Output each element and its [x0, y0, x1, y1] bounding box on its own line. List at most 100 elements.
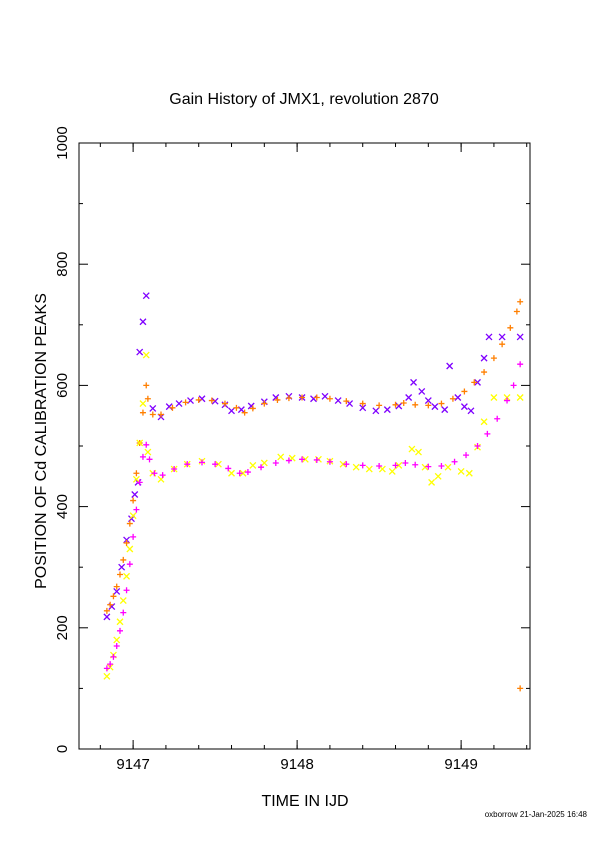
data-point [110, 653, 117, 660]
data-point [258, 464, 265, 471]
data-point [402, 459, 409, 466]
y-tick-label: 1000 [54, 126, 71, 159]
data-point [467, 407, 475, 415]
data-point [438, 462, 445, 469]
data-point [221, 400, 228, 407]
data-point [244, 469, 251, 476]
data-point [143, 441, 150, 448]
data-point [239, 469, 247, 477]
data-point [378, 465, 386, 473]
data-point [400, 399, 407, 406]
data-point [499, 341, 506, 348]
data-point [149, 404, 157, 412]
data-point [117, 571, 123, 578]
data-point [299, 394, 306, 401]
data-point [494, 415, 501, 422]
y-tick-label: 400 [54, 494, 71, 519]
data-point [165, 403, 173, 411]
data-point [326, 458, 333, 465]
x-axis-label: TIME IN IJD [261, 793, 348, 810]
y-axis-label: POSITION OF Cd CALIBRATION PEAKS [33, 293, 50, 589]
data-point [241, 409, 248, 416]
data-point [517, 685, 524, 692]
data-point [110, 593, 117, 600]
data-point [169, 404, 176, 411]
data-point [139, 400, 147, 408]
data-point [510, 382, 517, 389]
data-point [117, 627, 123, 634]
data-point [438, 400, 445, 407]
data-point [126, 561, 133, 568]
y-tick-labels: 0 200 400 600 800 1000 [54, 126, 71, 753]
series-2 [103, 298, 524, 692]
data-point [249, 461, 257, 469]
data-point [359, 404, 367, 412]
data-point [136, 348, 144, 356]
data-point [285, 457, 292, 464]
data-point [199, 459, 205, 466]
data-point [285, 395, 292, 402]
data-point [418, 388, 426, 395]
data-point [236, 470, 243, 477]
data-point [313, 456, 320, 463]
data-point [460, 403, 468, 411]
data-point [424, 397, 432, 405]
data-point [158, 411, 164, 418]
data-point [120, 556, 127, 563]
data-point [212, 461, 219, 468]
data-point [274, 396, 281, 403]
data-point [449, 395, 456, 402]
data-point [139, 318, 147, 326]
data-point [119, 597, 127, 604]
x-tick-label: 9148 [280, 756, 313, 773]
data-point [133, 470, 140, 477]
data-point [113, 587, 121, 595]
data-point [339, 460, 347, 468]
data-point [454, 394, 462, 401]
data-point [214, 460, 222, 468]
data-point [151, 470, 158, 477]
data-point [471, 379, 478, 386]
data-point [388, 467, 396, 475]
data-point [451, 458, 458, 465]
data-point [260, 459, 268, 467]
data-point [326, 395, 333, 402]
data-point [184, 461, 191, 468]
footer-timestamp: oxborrow 21-Jan-2025 16:48 [485, 810, 588, 819]
data-point [211, 397, 219, 405]
data-marks [103, 292, 524, 692]
x-tick-label: 9147 [116, 756, 149, 773]
data-point [474, 378, 481, 386]
data-point [446, 362, 454, 370]
data-point [310, 395, 317, 403]
data-point [103, 665, 110, 672]
data-point [123, 572, 131, 580]
data-point [139, 453, 146, 460]
data-point [130, 497, 137, 504]
data-point [372, 407, 380, 415]
data-point [365, 465, 373, 473]
data-point [480, 418, 488, 426]
data-point [376, 402, 383, 409]
data-point [516, 394, 524, 401]
data-point [517, 298, 524, 305]
data-point [301, 455, 309, 463]
data-point [113, 642, 120, 649]
data-point [182, 399, 189, 406]
data-point [428, 478, 436, 486]
data-point [175, 400, 183, 408]
data-point [228, 469, 235, 477]
data-point [107, 661, 114, 668]
series-3 [103, 351, 524, 680]
data-point [444, 463, 452, 471]
data-point [481, 369, 488, 376]
data-point [485, 333, 493, 341]
chart-title: Gain History of JMX1, revolution 2870 [169, 91, 439, 108]
data-point [352, 463, 360, 471]
data-point [405, 394, 413, 401]
data-point [395, 461, 403, 469]
data-point [133, 506, 140, 513]
data-point [513, 308, 520, 315]
data-point [103, 613, 111, 621]
data-point [144, 448, 152, 456]
